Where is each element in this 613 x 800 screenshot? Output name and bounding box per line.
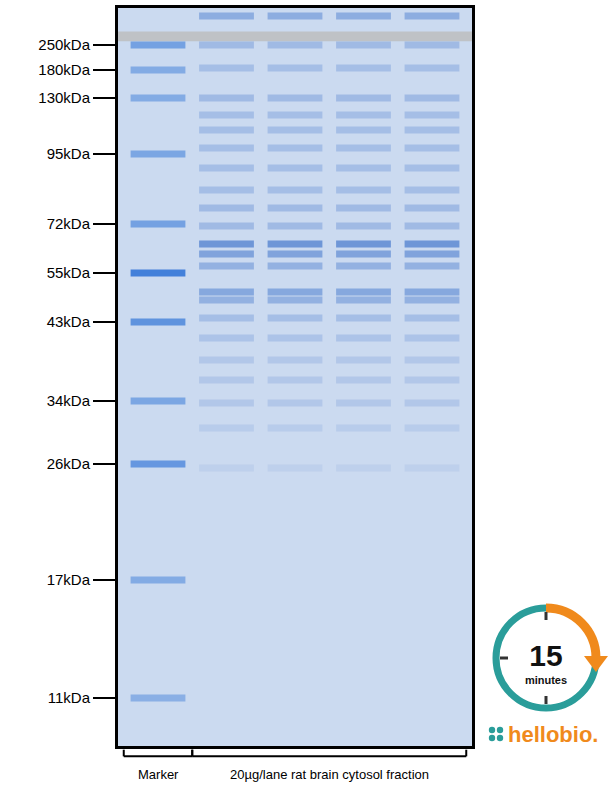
svg-text:20µg/lane rat brain cytosol fr: 20µg/lane rat brain cytosol fraction [230, 767, 429, 782]
svg-text:72kDa: 72kDa [47, 215, 91, 232]
svg-text:43kDa: 43kDa [47, 313, 91, 330]
svg-text:95kDa: 95kDa [47, 145, 91, 162]
svg-text:55kDa: 55kDa [47, 264, 91, 281]
svg-text:250kDa: 250kDa [38, 36, 90, 53]
svg-text:minutes: minutes [525, 674, 567, 686]
svg-text:17kDa: 17kDa [47, 571, 91, 588]
svg-text:34kDa: 34kDa [47, 392, 91, 409]
svg-text:180kDa: 180kDa [38, 61, 90, 78]
svg-text:11kDa: 11kDa [48, 689, 91, 706]
svg-text:Marker: Marker [138, 767, 179, 782]
svg-text:130kDa: 130kDa [38, 89, 90, 106]
svg-text:hellobio.: hellobio. [508, 722, 598, 747]
svg-text:15: 15 [529, 639, 562, 672]
svg-text:26kDa: 26kDa [47, 455, 91, 472]
